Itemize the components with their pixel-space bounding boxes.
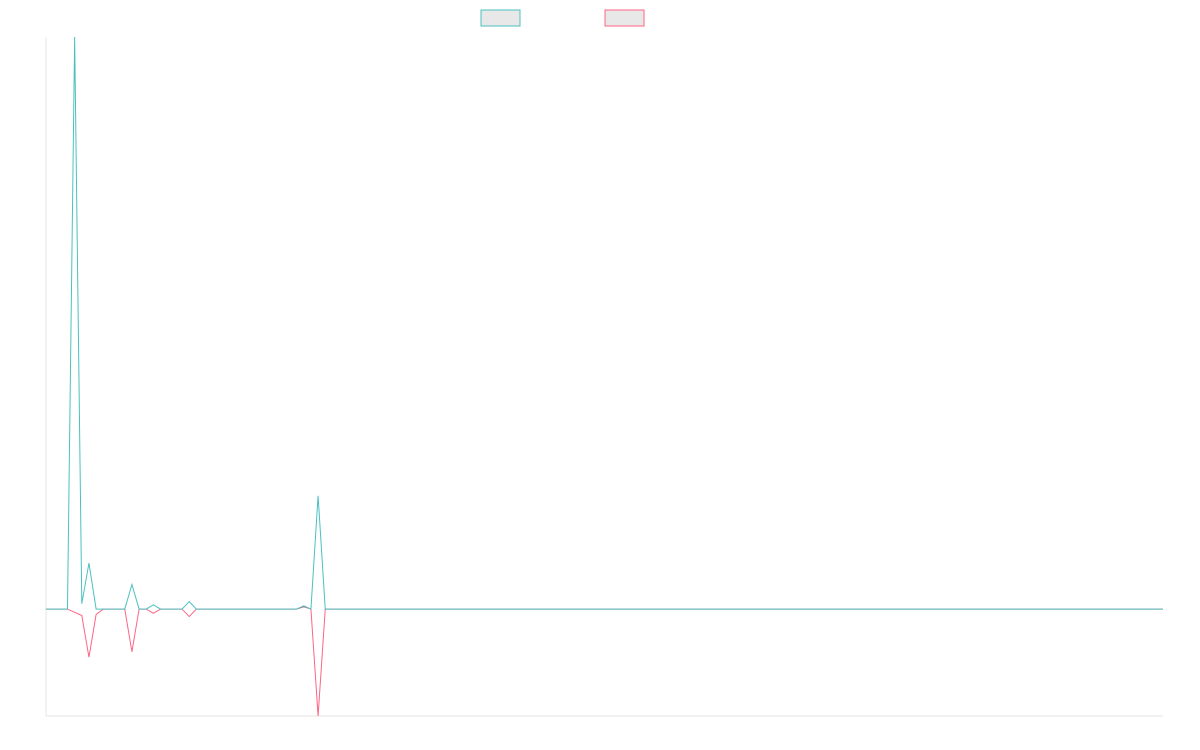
legend-swatch[interactable] (604, 9, 645, 27)
legend-swatch[interactable] (480, 9, 521, 27)
line-series (46, 36, 1163, 610)
line-series (46, 606, 1163, 717)
